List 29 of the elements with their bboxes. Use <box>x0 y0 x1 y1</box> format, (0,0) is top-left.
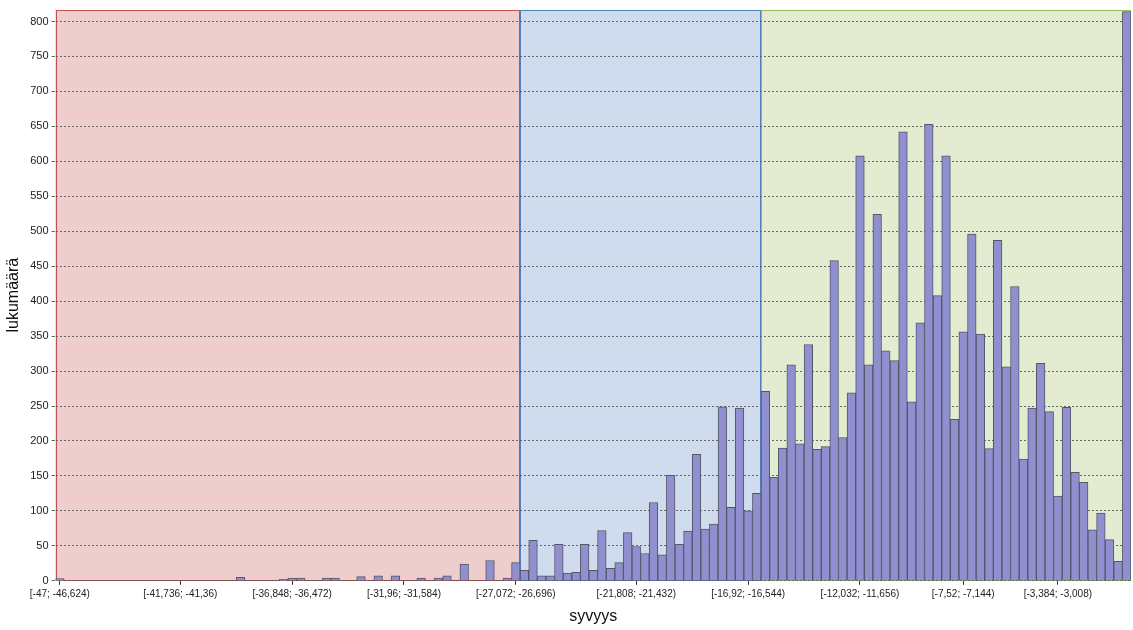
y-tick-label: 200 <box>30 434 49 446</box>
y-tick-label: 750 <box>30 49 49 62</box>
x-tick-label: [-31,96; -31,584) <box>367 587 441 599</box>
y-tick-label: 600 <box>30 154 49 167</box>
y-tick-label: 550 <box>30 189 49 202</box>
y-tick-label: 450 <box>30 259 49 272</box>
y-tick-label: 300 <box>30 364 49 377</box>
x-tick-label: [-16,92; -16,544) <box>711 587 786 599</box>
x-tick-label: [-21,808; -21,432) <box>596 587 677 599</box>
y-tick-label: 50 <box>36 538 49 551</box>
x-tick-label: [-27,072; -26,696) <box>476 587 556 599</box>
y-tick-label: 650 <box>30 119 49 132</box>
x-tick-label: [-47; -46,624) <box>29 587 90 599</box>
y-axis-title: lukumäärä <box>4 257 22 333</box>
x-tick-label: [-12,032; -11,656) <box>820 587 900 599</box>
y-tick-label: 500 <box>30 224 49 237</box>
y-tick-label: 700 <box>30 84 49 97</box>
x-tick-label: [-7,52; -7,144) <box>931 587 995 599</box>
x-tick-label: [-3,384; -3,008) <box>1023 587 1093 599</box>
y-tick-label: 100 <box>30 503 49 516</box>
y-tick-label: 150 <box>30 468 49 481</box>
y-tick-label: 350 <box>30 329 49 342</box>
y-tick-label: 800 <box>30 14 49 27</box>
x-tick-label: [-41,736; -41,36) <box>143 587 218 599</box>
x-axis-title: syvyys <box>569 606 618 624</box>
y-tick-label: 0 <box>42 573 49 586</box>
y-tick-label: 400 <box>30 294 49 307</box>
y-tick-label: 250 <box>30 399 49 412</box>
x-tick-label: [-36,848; -36,472) <box>252 587 332 599</box>
